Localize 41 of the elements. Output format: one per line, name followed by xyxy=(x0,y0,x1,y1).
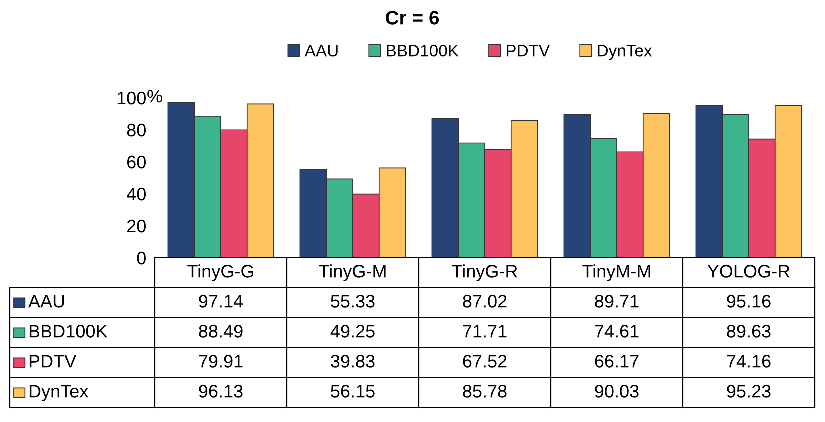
data-label: 66.17 xyxy=(595,355,639,368)
text: DynTex xyxy=(30,385,88,402)
x-tick-label: TinyG-M xyxy=(319,264,386,282)
x-tick-label: TinyM-M xyxy=(582,264,650,282)
legend-label: AAU xyxy=(304,45,338,57)
data-label: 49.25 xyxy=(330,325,375,338)
y-tick-label: 0 xyxy=(137,252,146,265)
y-tick-label: 80 xyxy=(127,124,146,137)
chart-title: Cr = 6 xyxy=(386,11,440,25)
x-tick-label: YOLOG-R xyxy=(708,265,790,278)
data-label: 74.61 xyxy=(595,325,639,338)
text: PDTV xyxy=(30,355,77,368)
text: AAU xyxy=(28,295,64,308)
legend-label: PDTV xyxy=(507,45,550,57)
data-label: 85.78 xyxy=(463,385,507,398)
data-label: 55.33 xyxy=(331,295,375,308)
legend-label: BBD100K xyxy=(387,44,459,57)
data-label: 74.16 xyxy=(727,355,771,368)
text: BBD100K xyxy=(30,325,108,338)
data-label: 88.49 xyxy=(199,325,243,338)
data-label: 89.63 xyxy=(727,325,771,338)
y-axis-title: % xyxy=(148,90,162,103)
data-label: 97.14 xyxy=(199,295,244,308)
data-label: 89.71 xyxy=(595,295,639,308)
data-label: 90.03 xyxy=(595,385,639,398)
data-label: 79.91 xyxy=(199,355,243,368)
legend-label: DynTex xyxy=(598,45,652,60)
y-tick-label: 40 xyxy=(127,188,146,201)
data-label: 39.83 xyxy=(331,355,375,368)
data-label: 67.52 xyxy=(463,355,507,368)
data-label: 95.23 xyxy=(727,385,771,398)
y-tick-label: 100 xyxy=(118,92,146,105)
y-tick-label: 60 xyxy=(128,156,146,169)
x-tick-label: TinyG-G xyxy=(188,264,254,282)
data-label: 96.13 xyxy=(199,385,243,398)
data-label: 56.15 xyxy=(331,385,375,398)
data-label: 87.02 xyxy=(463,295,507,308)
x-tick-label: TinyG-R xyxy=(452,264,518,282)
y-tick-label: 20 xyxy=(127,220,146,233)
data-label: 95.16 xyxy=(727,295,771,308)
data-label: 71.71 xyxy=(463,325,507,338)
